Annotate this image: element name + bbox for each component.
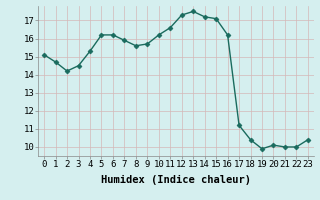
X-axis label: Humidex (Indice chaleur): Humidex (Indice chaleur) [101, 175, 251, 185]
